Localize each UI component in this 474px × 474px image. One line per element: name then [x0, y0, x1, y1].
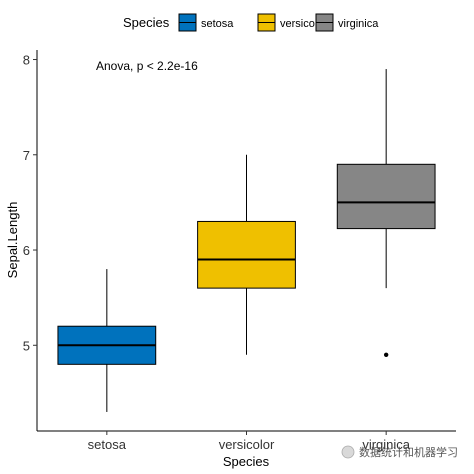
x-tick-label: virginica — [362, 437, 410, 452]
box-group — [57, 69, 436, 412]
wechat-icon — [341, 445, 355, 459]
x-tick-label: setosa — [88, 437, 127, 452]
x-tick-label: versicolor — [219, 437, 275, 452]
outlier-point — [383, 352, 389, 357]
x-axis-title: Species — [223, 454, 270, 469]
legend-key-setosa — [178, 13, 197, 32]
anova-annotation: Anova, p < 2.2e-16 — [96, 59, 198, 73]
box-iqr — [336, 163, 436, 230]
box-versicolor — [197, 154, 296, 355]
y-tick-label: 7 — [23, 148, 30, 163]
y-axis-title: Sepal.Length — [5, 202, 20, 279]
watermark-text: 数据统计和机器学习 — [359, 445, 458, 459]
legend-key-virginica — [315, 13, 334, 32]
box-iqr — [197, 220, 296, 289]
legend-key-versicolor — [257, 13, 276, 32]
box-virginica — [336, 69, 436, 357]
x-ticks: setosa versicolor virginica — [88, 431, 411, 452]
box-setosa — [57, 269, 157, 412]
y-ticks: 5 6 7 8 — [23, 53, 37, 353]
watermark: 数据统计和机器学习 — [341, 445, 458, 459]
y-tick-label: 5 — [23, 338, 30, 353]
legend-title: Species — [123, 15, 170, 30]
legend-label: setosa — [201, 18, 234, 30]
legend-label: virginica — [338, 18, 379, 30]
legend: Species setosa versicolor virginica — [123, 13, 379, 32]
y-tick-label: 6 — [23, 243, 30, 258]
y-tick-label: 8 — [23, 53, 30, 68]
